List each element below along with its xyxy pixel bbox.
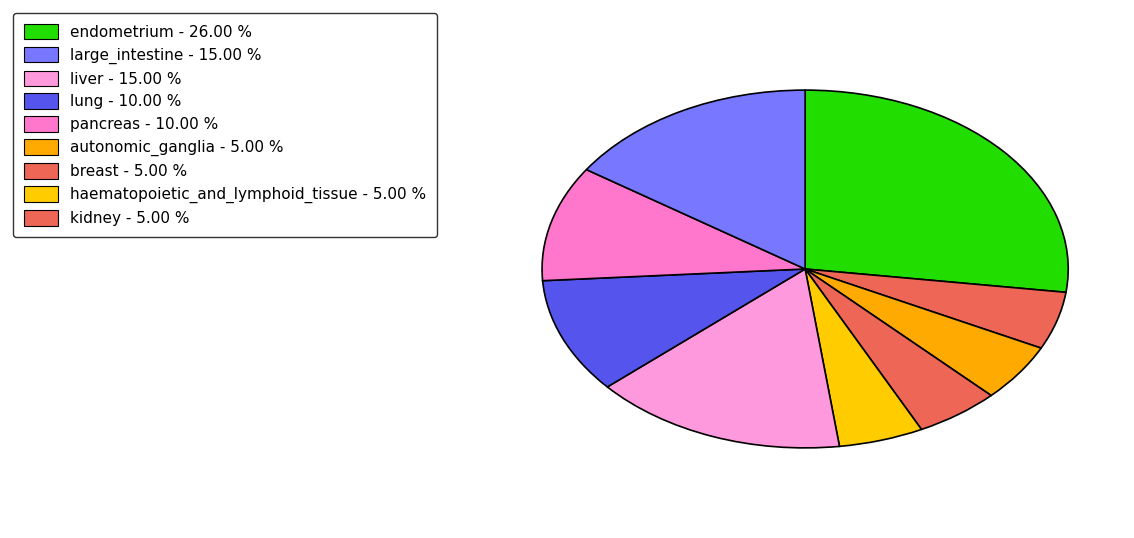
Wedge shape xyxy=(586,90,805,269)
Wedge shape xyxy=(805,269,922,447)
Wedge shape xyxy=(805,269,1041,395)
Wedge shape xyxy=(805,269,991,429)
Wedge shape xyxy=(805,90,1068,292)
Wedge shape xyxy=(542,269,805,387)
Wedge shape xyxy=(608,269,839,448)
Legend: endometrium - 26.00 %, large_intestine - 15.00 %, liver - 15.00 %, lung - 10.00 : endometrium - 26.00 %, large_intestine -… xyxy=(14,13,437,237)
Wedge shape xyxy=(805,269,1066,348)
Wedge shape xyxy=(542,169,805,281)
